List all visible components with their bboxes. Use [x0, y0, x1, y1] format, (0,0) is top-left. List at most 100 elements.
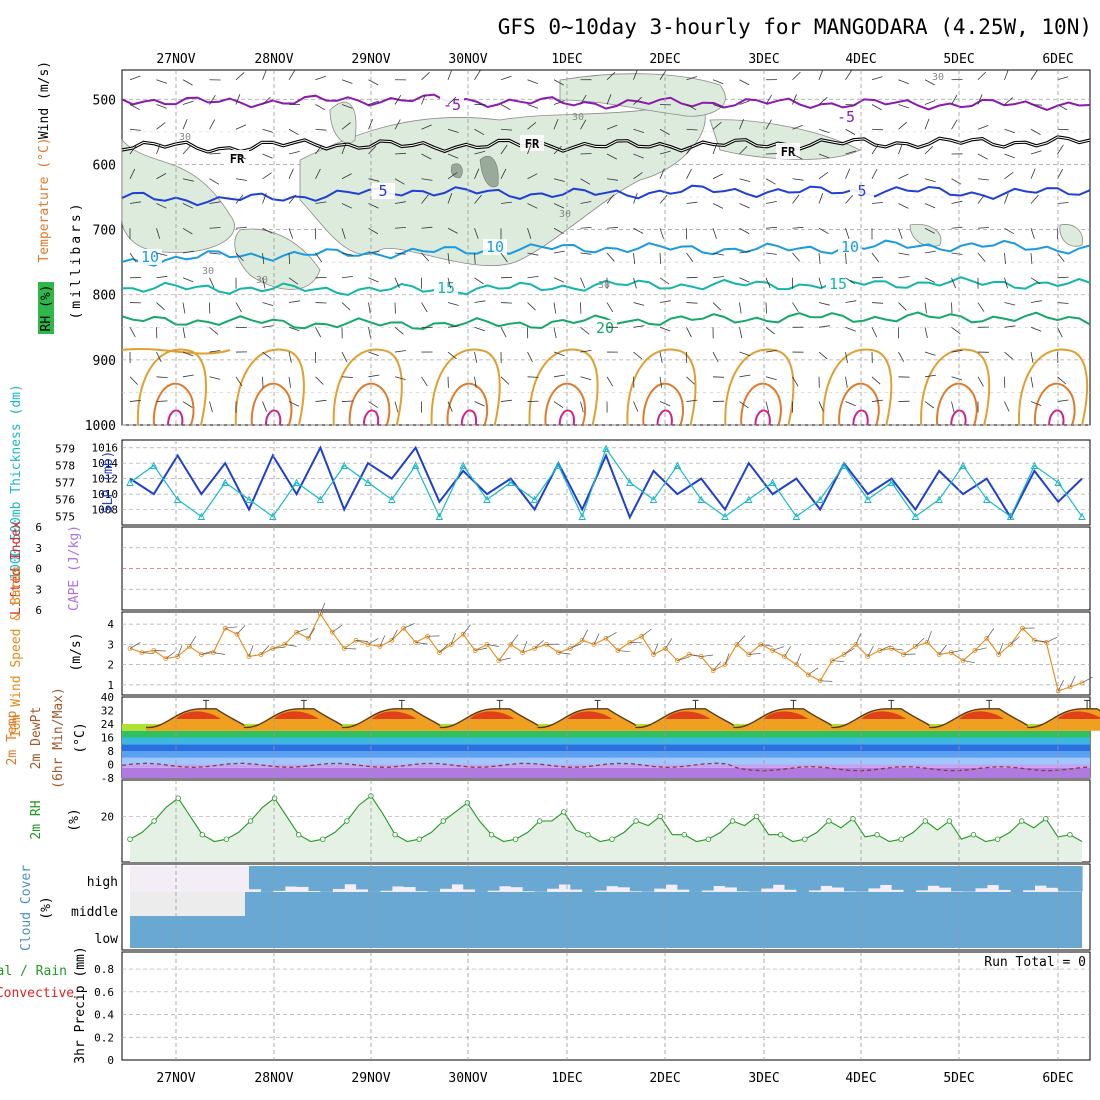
cloud-high-bar: [356, 866, 369, 890]
wind-barb-10m: [808, 667, 819, 676]
wind-barb: [341, 228, 346, 239]
wind-barb: [368, 203, 379, 209]
cloud-high-bar: [272, 866, 286, 891]
temp-band: [122, 751, 1090, 758]
wind-barb-10m: [415, 642, 428, 645]
wind-barb: [262, 96, 271, 105]
wind-barb-10m: [962, 660, 975, 664]
cloud-high-bar: [570, 866, 583, 890]
wind-barb: [686, 144, 693, 155]
wind-barb-10m: [724, 653, 730, 665]
rh-point: [946, 818, 953, 824]
wind-barb: [1030, 351, 1034, 363]
wind-speed-point: [651, 652, 656, 657]
warm-contour-inner: [642, 382, 684, 426]
wind-barb-10m: [879, 645, 891, 651]
wind-barb: [739, 302, 742, 314]
cloud-high-bar: [939, 866, 952, 888]
wind-speed-point: [365, 642, 371, 647]
wind-barb: [129, 399, 141, 402]
rh-contour-label: 30: [932, 72, 944, 83]
wind-tick: 2: [107, 659, 114, 672]
wind-barb: [712, 121, 722, 130]
wind-barb: [792, 71, 801, 81]
cloud-high-bar: [475, 866, 488, 892]
wind-tick: 3: [107, 638, 114, 651]
wind-barb: [845, 253, 847, 265]
wind-barb: [1057, 104, 1068, 111]
cloud-high-bar: [974, 866, 988, 889]
wind-barb: [474, 326, 486, 332]
temp-tick: 32: [101, 705, 114, 718]
warm-contour-core: [264, 409, 282, 426]
cloud-high-bar: [689, 866, 702, 892]
wind-barb-10m: [903, 653, 916, 655]
date-label-top: 5DEC: [943, 52, 974, 67]
contour-label: -5: [837, 108, 855, 126]
wind-barb: [633, 302, 645, 306]
wind-barb: [156, 252, 168, 256]
wind-barb-10m: [712, 661, 722, 671]
pressure-tick: 600: [93, 158, 116, 173]
wind-barb: [606, 124, 618, 130]
date-label-top: 30NOV: [448, 52, 487, 67]
contour-label-bg: [826, 276, 850, 292]
wind-barb: [739, 203, 750, 209]
wind-barb: [156, 400, 168, 402]
li-tick: 3: [35, 542, 42, 555]
rh-point: [922, 818, 928, 824]
rh-tick: 20: [101, 810, 114, 823]
cloud-high-bar: [332, 866, 345, 889]
wind-barb: [1030, 300, 1042, 303]
temp-hump: [831, 708, 930, 731]
ylabel-wind-unit: (m/s): [69, 632, 84, 671]
wind-barb: [580, 178, 591, 185]
wind-barb: [341, 376, 354, 378]
temp-hump-hot: [959, 711, 1005, 719]
wind-barb: [739, 374, 751, 378]
thickness-point: [935, 495, 943, 503]
wind-barb: [553, 118, 559, 130]
wind-barb: [924, 146, 934, 155]
warm-contour-core: [1048, 409, 1065, 426]
wind-barb: [818, 193, 824, 204]
wind-barb-10m: [225, 626, 238, 629]
wind-barb: [527, 173, 538, 180]
date-label-top: 27NOV: [156, 52, 195, 67]
wind-barb-10m: [213, 652, 226, 655]
wind-barb: [421, 153, 432, 160]
wind-barb: [871, 168, 878, 179]
thickness-point: [745, 495, 753, 503]
wind-barb-10m: [701, 654, 714, 657]
wind-barb: [368, 227, 379, 235]
wind-speed-point: [865, 654, 871, 659]
wind-barb: [182, 178, 194, 182]
wind-barb: [262, 325, 274, 328]
temp-band: [122, 744, 1090, 751]
wind-barb-10m: [867, 645, 874, 657]
wind-barb: [156, 275, 168, 279]
cloud-high-bar: [986, 866, 1000, 886]
cloud-low-mid: [130, 892, 1082, 948]
wind-barb: [553, 374, 565, 378]
rh-point: [392, 832, 398, 838]
wind-barb-10m: [581, 629, 589, 641]
wind-barb: [527, 276, 539, 279]
temp-band: [122, 767, 1090, 778]
wind-barb: [898, 143, 903, 155]
wind-barb: [845, 228, 850, 239]
cloud-high-bar: [1022, 866, 1035, 891]
rh-point: [994, 836, 1001, 842]
wind-speed-point: [401, 625, 407, 631]
wind-barb: [580, 153, 592, 155]
wind-barb: [580, 326, 590, 335]
wind-barb-10m: [248, 645, 254, 657]
wind-barb: [871, 104, 882, 111]
wind-barb: [315, 168, 321, 179]
wind-barb: [792, 252, 801, 262]
ylabel-2m-rh: 2m RH: [29, 800, 44, 839]
temp-hump-hot: [371, 711, 417, 719]
wind-barb: [421, 226, 433, 229]
wind-barb: [262, 128, 274, 133]
contour-label: 15: [829, 275, 847, 293]
